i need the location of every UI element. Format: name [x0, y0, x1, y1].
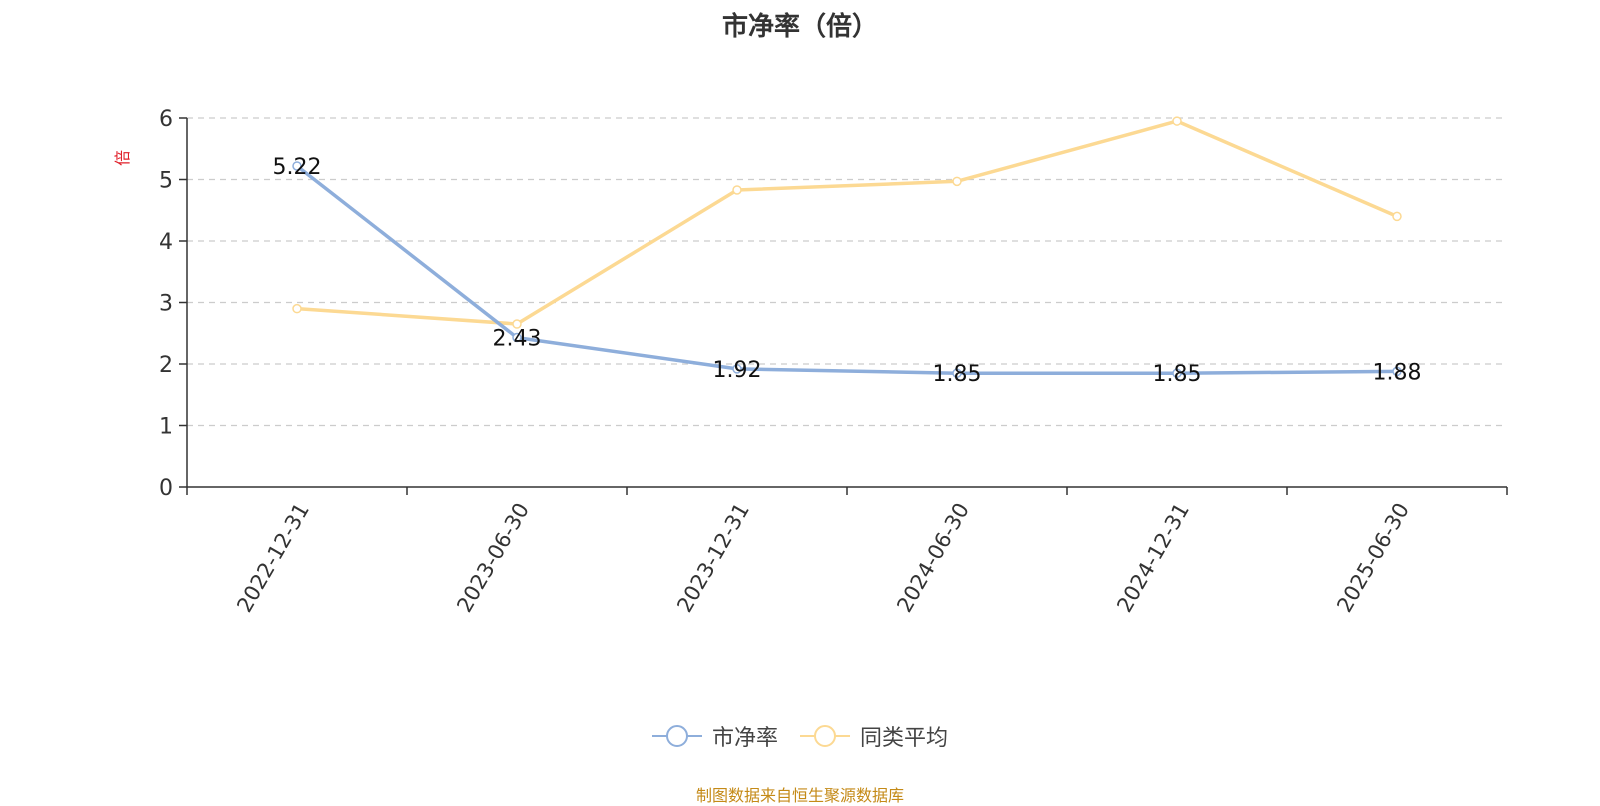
series-point-0[interactable] [292, 161, 302, 171]
series-point-1[interactable] [512, 319, 522, 329]
series-point-1[interactable] [292, 303, 302, 314]
x-tick-label: 2024-06-30 [892, 499, 974, 617]
chart-title: 市净率（倍） [721, 12, 878, 42]
data-label: 1.88 [1373, 360, 1422, 385]
series-point-1[interactable] [1392, 211, 1402, 222]
source-note: 制图数据来自恒生聚源数据库 [695, 786, 904, 805]
series-point-1[interactable] [952, 176, 962, 187]
x-tick-label: 2024-12-31 [1112, 499, 1194, 617]
x-tick-label: 2023-06-30 [452, 499, 534, 617]
series-point-0[interactable] [1392, 366, 1402, 377]
legend-pb-icon [651, 725, 702, 747]
data-label: 5.22 [273, 155, 322, 180]
series-point-0[interactable] [732, 364, 742, 374]
data-label: 1.85 [1153, 362, 1202, 387]
y-tick-label: 5 [159, 169, 173, 194]
legend: 市净率 同类平均 [0, 720, 1600, 752]
legend-peer-average-icon [800, 725, 850, 747]
legend-item-pb[interactable]: 市净率 [651, 720, 778, 752]
y-axis-label: 倍 [113, 150, 132, 166]
data-label: 1.92 [713, 358, 762, 383]
y-tick-label: 6 [159, 107, 173, 132]
y-tick-label: 4 [159, 230, 173, 255]
series-point-0[interactable] [512, 332, 522, 343]
series-line-1 [296, 119, 1398, 326]
legend-item-peer-average[interactable]: 同类平均 [800, 720, 948, 752]
y-tick-label: 2 [159, 353, 173, 378]
series-point-1[interactable] [1172, 116, 1182, 126]
y-tick-label: 3 [159, 292, 173, 317]
y-tick-label: 0 [159, 476, 173, 501]
series-point-0[interactable] [952, 368, 962, 378]
data-label: 2.43 [493, 327, 542, 352]
legend-label-peer-average: 同类平均 [860, 726, 949, 751]
series-point-0[interactable] [1172, 368, 1182, 378]
data-label: 1.85 [933, 362, 982, 387]
legend-label-pb: 市净率 [711, 726, 778, 751]
x-tick-label: 2022-12-31 [232, 499, 314, 617]
x-tick-label: 2023-12-31 [672, 499, 754, 617]
series-line-0 [295, 164, 1398, 375]
y-tick-label: 1 [159, 415, 173, 440]
x-tick-label: 2025-06-30 [1332, 499, 1414, 617]
series-point-1[interactable] [732, 185, 742, 195]
